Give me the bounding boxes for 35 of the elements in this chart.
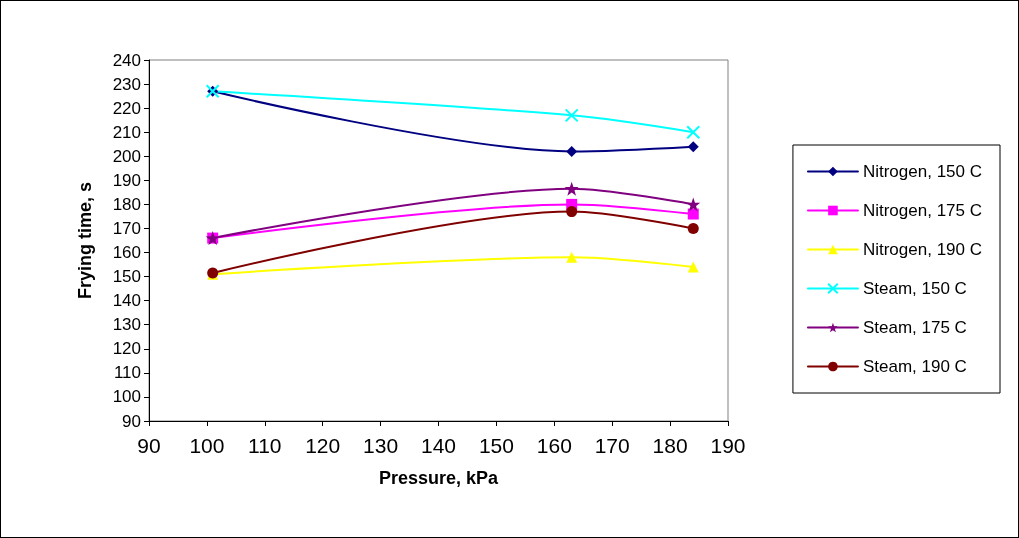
x-tick-label: 120 [305, 434, 341, 457]
y-tick-label: 120 [112, 339, 141, 359]
legend-label: Nitrogen, 175 C [862, 201, 983, 220]
x-tick-label: 130 [363, 434, 399, 457]
y-tick-label: 210 [112, 122, 141, 142]
x-tick-label: 190 [710, 434, 746, 457]
y-tick-label: 230 [112, 74, 141, 94]
x-tick-label: 170 [594, 434, 630, 457]
x-tick-label: 110 [248, 434, 282, 457]
x-tick-label: 150 [478, 434, 514, 457]
legend-label: Nitrogen, 150 C [862, 162, 983, 181]
legend-label: Steam, 150 C [862, 279, 967, 298]
x-tick-label: 160 [536, 434, 572, 457]
legend-label: Nitrogen, 190 C [862, 240, 983, 259]
legend-label: Steam, 190 C [862, 357, 967, 376]
y-tick-label: 160 [112, 243, 141, 263]
y-tick-label: 220 [112, 98, 141, 118]
legend-label: Steam, 175 C [862, 318, 967, 337]
y-tick-label: 180 [112, 194, 141, 214]
x-tick-label: 180 [652, 434, 688, 457]
y-tick-label: 170 [112, 218, 141, 238]
y-tick-label: 110 [113, 363, 141, 383]
y-tick-label: 130 [112, 315, 141, 335]
y-tick-label: 150 [112, 267, 141, 287]
y-tick-label: 240 [112, 50, 141, 70]
y-tick-label: 200 [112, 146, 141, 166]
y-tick-label: 100 [112, 387, 141, 407]
y-tick-label: 90 [122, 411, 141, 431]
x-axis-title: Pressure, kPa [378, 468, 500, 488]
y-tick-label: 190 [112, 170, 141, 190]
y-tick-label: 140 [112, 291, 141, 311]
y-axis-title: Frying time, s [75, 181, 95, 300]
x-tick-label: 90 [137, 434, 161, 457]
x-tick-label: 100 [189, 434, 225, 457]
x-tick-label: 140 [420, 434, 457, 457]
